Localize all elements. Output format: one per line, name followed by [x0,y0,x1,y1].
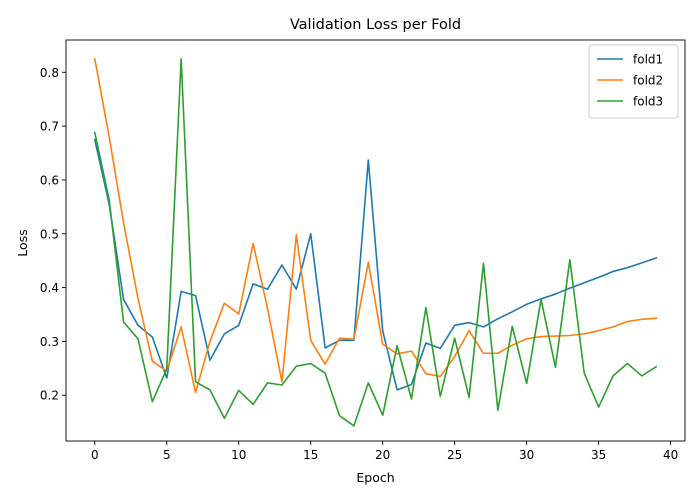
series-line-fold3 [93,58,658,427]
y-tick-label: 0.5 [40,227,59,241]
y-tick-label: 0.6 [40,173,59,187]
legend-label-fold1: fold1 [633,53,663,67]
series-line-fold1 [93,138,658,391]
axes-frame [65,39,686,442]
x-tick-label: 10 [231,448,246,462]
y-axis-label: Loss [15,229,30,256]
y-tick-label: 0.7 [40,120,59,134]
chart-title: Validation Loss per Fold [290,17,461,33]
legend-box [588,44,679,119]
y-tick-label: 0.4 [40,281,59,295]
x-tick-label: 15 [303,448,318,462]
x-tick-label: 25 [447,448,462,462]
legend-label-fold3: fold3 [633,95,663,109]
x-tick-label: 35 [591,448,606,462]
x-tick-label: 20 [375,448,390,462]
series-line-fold2 [93,57,658,394]
x-axis-label: Epoch [356,470,394,485]
legend-label-fold2: fold2 [633,74,663,88]
x-tick-label: 40 [663,448,678,462]
x-tick-label: 30 [519,448,534,462]
y-tick-label: 0.3 [40,335,59,349]
x-tick-label: 5 [163,448,171,462]
x-tick-label: 0 [91,448,99,462]
plot-area [65,39,686,442]
y-tick-label: 0.8 [40,66,59,80]
axis-ticks: 0 5 10 15 20 25 30 35 40 0.2 0.3 0.4 0.5 0.6 0.7 0.8 [40,66,678,462]
legend: fold1 fold2 fold3 [588,44,679,119]
y-tick-label: 0.2 [40,389,59,403]
